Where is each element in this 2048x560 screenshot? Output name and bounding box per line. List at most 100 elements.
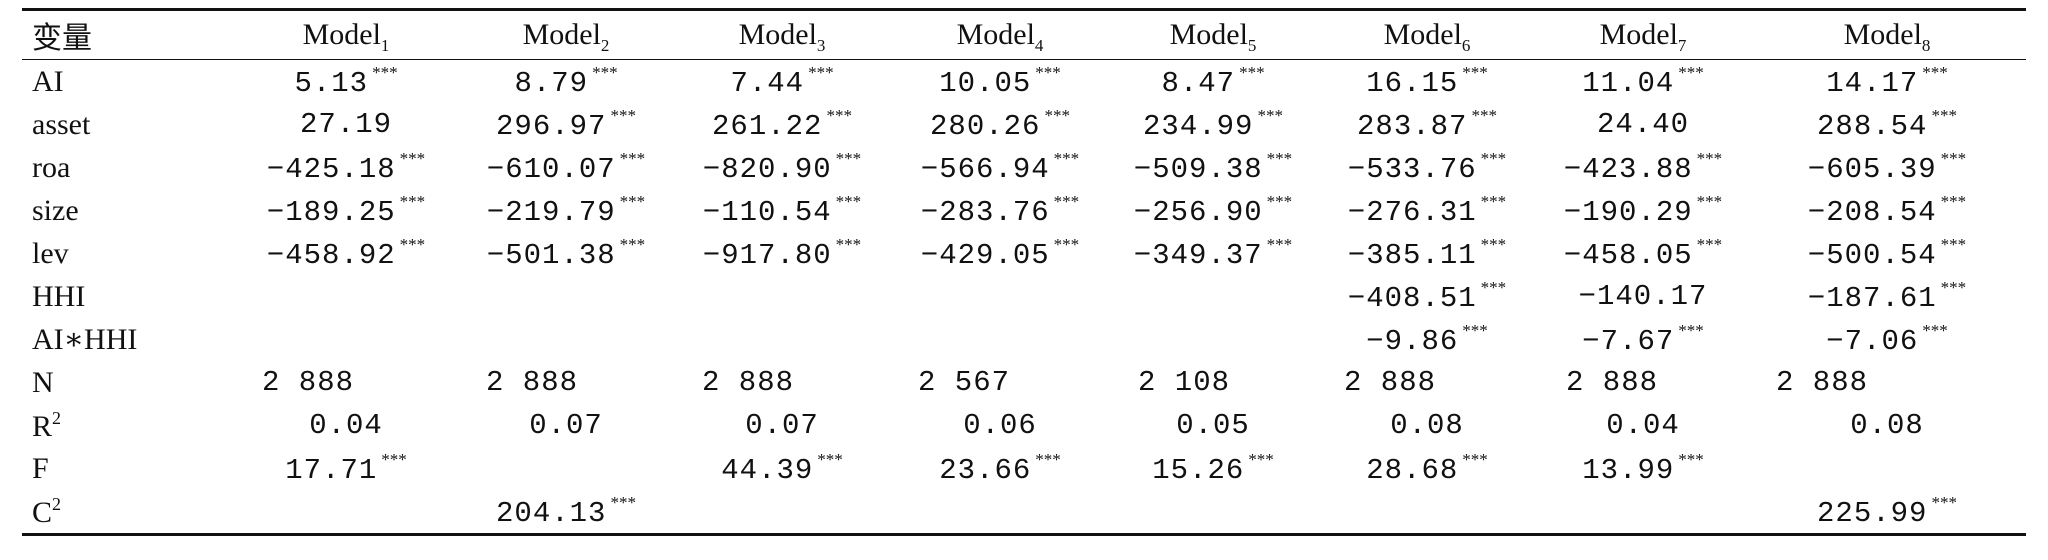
table-cell (458, 275, 674, 318)
table-cell: −283.76 *** (890, 189, 1110, 232)
significance-stars: *** (1266, 149, 1293, 168)
table-cell (1538, 490, 1748, 535)
table-cell: 23.66 *** (890, 447, 1110, 490)
table-cell: −533.76 *** (1316, 146, 1538, 189)
cell-value: 11.04 (1582, 67, 1675, 100)
header-row: 变量 Model1 Model2 Model3 Model4 Model5 Mo… (22, 9, 2026, 60)
significance-stars: *** (1678, 321, 1704, 340)
significance-stars: *** (1035, 450, 1061, 469)
significance-stars: *** (1480, 192, 1507, 211)
cell-value: −256.90 (1133, 196, 1263, 229)
significance-stars: *** (1471, 106, 1497, 125)
table-row: R2 0.04 0.07 0.07 0.06 0.05 0.08 0.04 0.08 (22, 404, 2026, 447)
cell-value: 0.07 (529, 409, 603, 442)
significance-stars: *** (1239, 63, 1265, 82)
table-cell: 27.19 (234, 103, 458, 146)
significance-stars: *** (817, 450, 843, 469)
table-row: AI∗HHI −9.86 *** −7.67 *** −7.06 *** (22, 318, 2026, 361)
significance-stars: *** (1931, 106, 1957, 125)
significance-stars: *** (835, 149, 862, 168)
cell-value: −458.05 (1563, 239, 1693, 272)
table-cell: 2 888 (674, 361, 890, 404)
model-header: Model6 (1383, 18, 1471, 55)
cell-value: 2 567 (918, 366, 1011, 399)
cell-value: −610.07 (486, 153, 616, 186)
significance-stars: *** (1696, 192, 1723, 211)
significance-stars: *** (399, 192, 426, 211)
table-cell (890, 275, 1110, 318)
table-cell: 296.97 *** (458, 103, 674, 146)
row-label: asset (32, 107, 91, 141)
table-cell: 2 888 (1316, 361, 1538, 404)
significance-stars: *** (1053, 192, 1080, 211)
table-cell: 283.87 *** (1316, 103, 1538, 146)
table-cell: 0.07 (458, 404, 674, 447)
table-cell: −408.51 *** (1316, 275, 1538, 318)
cell-value: 17.71 (285, 454, 378, 487)
significance-stars: *** (381, 450, 407, 469)
significance-stars: *** (1940, 192, 1967, 211)
significance-stars: *** (1266, 192, 1293, 211)
cell-value: −208.54 (1807, 196, 1937, 229)
table-cell (458, 447, 674, 490)
row-label: HHI (32, 279, 86, 313)
model-header: Model7 (1599, 18, 1687, 55)
table-cell (674, 275, 890, 318)
table-cell: −501.38 *** (458, 232, 674, 275)
cell-value: 2 888 (1566, 366, 1659, 399)
significance-stars: *** (1462, 63, 1488, 82)
table-cell: 2 108 (1110, 361, 1316, 404)
table-cell: 14.17 *** (1748, 60, 2026, 104)
cell-value: −349.37 (1133, 239, 1263, 272)
table-cell: 16.15 *** (1316, 60, 1538, 104)
cell-value: 0.08 (1390, 409, 1464, 442)
row-label: R2 (32, 407, 62, 443)
cell-value: −509.38 (1133, 153, 1263, 186)
table-cell: −9.86 *** (1316, 318, 1538, 361)
model-header: Model2 (522, 18, 610, 55)
row-label: AI (32, 64, 64, 98)
table-cell: 234.99 *** (1110, 103, 1316, 146)
significance-stars: *** (1922, 321, 1948, 340)
table-cell: 10.05 *** (890, 60, 1110, 104)
table-cell: −458.05 *** (1538, 232, 1748, 275)
cell-value: 261.22 (712, 110, 823, 143)
significance-stars: *** (835, 235, 862, 254)
significance-stars: *** (835, 192, 862, 211)
significance-stars: *** (1044, 106, 1070, 125)
table-row: F 17.71 *** 44.39 *** 23.66 *** 15.26 *** 28.68 **… (22, 447, 2026, 490)
table-cell (890, 490, 1110, 535)
table-cell: 288.54 *** (1748, 103, 2026, 146)
significance-stars: *** (1035, 63, 1061, 82)
table-cell: 204.13 *** (458, 490, 674, 535)
table-cell: −7.67 *** (1538, 318, 1748, 361)
table-cell: 2 888 (234, 361, 458, 404)
table-cell: 44.39 *** (674, 447, 890, 490)
table-cell: 0.08 (1316, 404, 1538, 447)
table-cell: −500.54 *** (1748, 232, 2026, 275)
table-cell: 0.06 (890, 404, 1110, 447)
significance-stars: *** (1053, 149, 1080, 168)
cell-value: 24.40 (1596, 108, 1689, 141)
table-cell (1110, 490, 1316, 535)
significance-stars: *** (1922, 63, 1948, 82)
cell-value: −423.88 (1563, 153, 1693, 186)
table-row: roa −425.18 *** −610.07 *** −820.90 *** −566.94… (22, 146, 2026, 189)
cell-value: 23.66 (939, 454, 1032, 487)
cell-value: −605.39 (1807, 153, 1937, 186)
cell-value: −7.06 (1826, 325, 1919, 358)
table-cell: 0.04 (1538, 404, 1748, 447)
cell-value: −219.79 (486, 196, 616, 229)
table-cell: −110.54 *** (674, 189, 890, 232)
table-cell: −917.80 *** (674, 232, 890, 275)
table-cell: 0.07 (674, 404, 890, 447)
table-cell (234, 318, 458, 361)
cell-value: −566.94 (920, 153, 1050, 186)
significance-stars: *** (619, 149, 646, 168)
cell-value: 8.47 (1161, 67, 1236, 100)
row-label: size (32, 193, 79, 227)
table-row: asset 27.19 296.97 *** 261.22 *** 280.26 *** 234… (22, 103, 2026, 146)
cell-value: 8.79 (514, 67, 589, 100)
table-cell: 225.99 *** (1748, 490, 2026, 535)
cell-value: 288.54 (1817, 110, 1928, 143)
